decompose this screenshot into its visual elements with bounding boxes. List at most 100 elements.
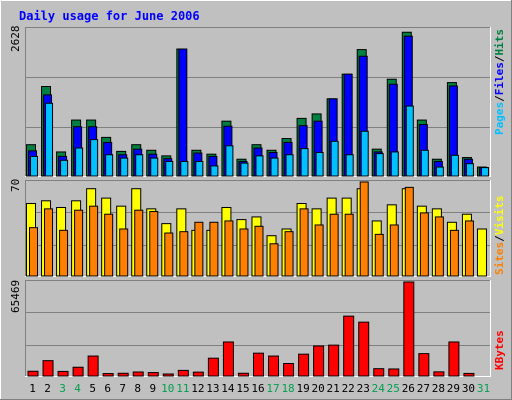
bar-kbytes-day-21	[328, 344, 340, 377]
x-label-day-22: 22	[342, 382, 355, 395]
bar-pages-day-27	[420, 149, 429, 177]
bar-sites-day-20	[314, 224, 324, 277]
x-label-day-16: 16	[251, 382, 264, 395]
bar-kbytes-day-28	[433, 371, 445, 377]
bar-sites-day-22	[344, 213, 354, 277]
x-label-day-13: 13	[206, 382, 219, 395]
x-label-day-31: 31	[477, 382, 490, 395]
bar-kbytes-day-13	[207, 357, 219, 377]
x-label-day-9: 9	[149, 382, 156, 395]
legend-top: Pages/Files/Hits	[493, 29, 506, 135]
bar-kbytes-day-14	[222, 341, 234, 377]
x-label-day-10: 10	[161, 382, 174, 395]
bar-pages-day-24	[375, 153, 384, 177]
bar-kbytes-day-15	[237, 372, 249, 377]
y-max-label-kbytes: 65469	[9, 280, 22, 313]
bar-sites-day-8	[134, 209, 144, 277]
bar-files-day-11	[178, 48, 188, 177]
bar-sites-day-4	[74, 209, 84, 277]
legend-hits: Hits	[493, 29, 506, 56]
bar-kbytes-day-16	[252, 352, 264, 377]
bar-kbytes-day-6	[102, 373, 114, 377]
bar-sites-day-27	[419, 212, 429, 277]
bar-pages-day-23	[360, 130, 369, 177]
bar-sites-day-13	[209, 221, 219, 277]
bar-sites-day-11	[179, 231, 189, 277]
x-label-day-28: 28	[432, 382, 445, 395]
bar-kbytes-day-26	[403, 281, 415, 377]
svg-text:Pages/Files/Hits: Pages/Files/Hits	[493, 29, 506, 135]
x-label-day-4: 4	[74, 382, 81, 395]
bar-sites-day-10	[164, 232, 174, 277]
bar-pages-day-2	[45, 102, 54, 177]
y-max-label-visits: 70	[9, 179, 22, 192]
bar-kbytes-day-18	[283, 363, 295, 377]
bar-visits-day-31	[476, 228, 487, 277]
bar-sites-day-18	[284, 231, 294, 277]
bar-pages-day-26	[405, 105, 414, 177]
x-label-day-21: 21	[327, 382, 340, 395]
x-label-day-3: 3	[59, 382, 66, 395]
bar-kbytes-day-23	[358, 321, 370, 377]
bar-sites-day-2	[44, 208, 54, 277]
legend-visits: Visits	[493, 196, 506, 236]
chart-title: Daily usage for June 2006	[19, 9, 200, 23]
bar-pages-day-18	[285, 154, 294, 177]
chart-bars	[26, 31, 489, 377]
bar-kbytes-day-24	[373, 368, 385, 377]
bar-pages-day-6	[105, 154, 114, 177]
svg-text:Sites/Visits: Sites/Visits	[493, 196, 506, 276]
bar-kbytes-day-9	[147, 372, 159, 377]
legend-sites: Sites	[493, 242, 506, 275]
bar-sites-day-1	[29, 227, 38, 277]
bar-sites-day-30	[464, 220, 474, 277]
bar-pages-day-16	[255, 155, 264, 177]
bar-kbytes-day-10	[162, 373, 174, 377]
bar-kbytes-day-20	[313, 345, 325, 377]
bar-kbytes-day-17	[268, 355, 280, 377]
bar-pages-day-19	[300, 148, 309, 177]
svg-text:KBytes: KBytes	[493, 330, 506, 370]
x-label-day-20: 20	[312, 382, 325, 395]
bar-sites-day-9	[149, 211, 159, 277]
x-label-day-12: 12	[191, 382, 204, 395]
bar-sites-day-12	[194, 221, 204, 277]
x-label-day-25: 25	[387, 382, 400, 395]
bar-sites-day-21	[329, 213, 339, 277]
x-label-day-26: 26	[402, 382, 415, 395]
x-label-day-8: 8	[134, 382, 141, 395]
x-label-day-23: 23	[357, 382, 370, 395]
bar-sites-day-15	[239, 228, 249, 277]
x-axis-day-labels: 1 2 3 4 5 6 7 8 9 10 11 12 13 14 15 16 17 18 19 20 21 22 23 24 2…	[29, 382, 490, 395]
bar-kbytes-day-11	[177, 369, 189, 377]
x-label-day-14: 14	[221, 382, 235, 395]
x-label-day-29: 29	[447, 382, 460, 395]
bar-kbytes-day-29	[448, 341, 460, 377]
bar-pages-day-4	[75, 147, 84, 177]
bar-sites-day-26	[404, 186, 414, 277]
bar-pages-day-15	[240, 162, 249, 177]
bar-kbytes-day-30	[463, 372, 475, 377]
bar-sites-day-23	[359, 181, 369, 277]
bar-kbytes-day-27	[418, 353, 430, 377]
bar-sites-day-14	[224, 220, 234, 277]
bar-pages-day-3	[60, 159, 69, 177]
x-label-day-19: 19	[296, 382, 309, 395]
bar-pages-day-12	[195, 160, 204, 177]
legend-pages: Pages	[493, 102, 506, 135]
x-label-day-1: 1	[29, 382, 36, 395]
x-label-day-15: 15	[236, 382, 249, 395]
bar-pages-day-1	[30, 155, 38, 177]
legend-mid: Sites/Visits	[493, 196, 506, 276]
x-label-day-7: 7	[119, 382, 126, 395]
x-label-day-5: 5	[89, 382, 96, 395]
bar-sites-day-5	[89, 205, 99, 277]
bar-pages-day-7	[120, 157, 129, 177]
bar-pages-day-5	[90, 139, 99, 177]
bar-pages-day-30	[465, 163, 474, 177]
bar-kbytes-day-8	[132, 371, 144, 377]
bar-sites-day-3	[59, 229, 69, 277]
bar-kbytes-day-25	[388, 368, 400, 377]
x-label-day-24: 24	[372, 382, 386, 395]
